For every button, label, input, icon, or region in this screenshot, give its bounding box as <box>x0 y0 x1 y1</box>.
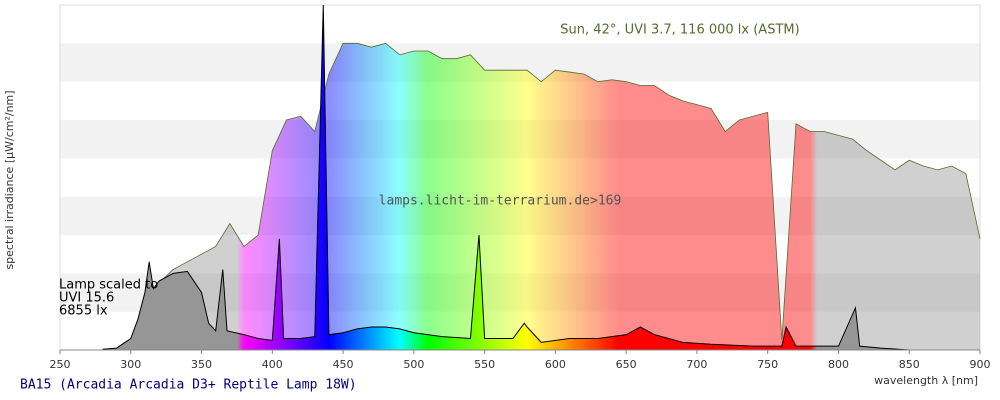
grid-band <box>60 5 980 44</box>
x-tick-label: 600 <box>545 358 566 371</box>
x-tick-label: 500 <box>403 358 424 371</box>
x-tick-label: 900 <box>970 358 991 371</box>
x-tick-label: 400 <box>262 358 283 371</box>
line <box>116 42 981 351</box>
chart-title: BA15 (Arcadia Arcadia D3+ Reptile Lamp 1… <box>20 378 357 393</box>
x-tick-label: 750 <box>757 358 778 371</box>
lamp-note: 6855 lx <box>59 304 108 319</box>
area <box>102 5 980 350</box>
x-tick-label: 550 <box>474 358 495 371</box>
x-tick-label: 850 <box>899 358 920 371</box>
x-tick-label: 250 <box>50 358 71 371</box>
x-tick-label: 350 <box>191 358 212 371</box>
watermark: lamps.licht-im-terrarium.de>169 <box>379 194 622 209</box>
x-tick-label: 800 <box>828 358 849 371</box>
x-tick-label: 300 <box>120 358 141 371</box>
line <box>102 4 980 351</box>
lamp-note: UVI 15.6 <box>59 291 114 306</box>
x-tick-label: 450 <box>333 358 354 371</box>
x-axis-label: wavelength λ [nm] <box>874 374 978 387</box>
sun-annotation: Sun, 42°, UVI 3.7, 116 000 lx (ASTM) <box>560 23 799 38</box>
x-tick-label: 700 <box>686 358 707 371</box>
x-tick-label: 650 <box>616 358 637 371</box>
y-axis-label: spectral irradiance [µW/cm²/nm] <box>3 90 16 269</box>
area <box>116 43 981 350</box>
lamp-note: Lamp scaled to <box>59 278 158 293</box>
